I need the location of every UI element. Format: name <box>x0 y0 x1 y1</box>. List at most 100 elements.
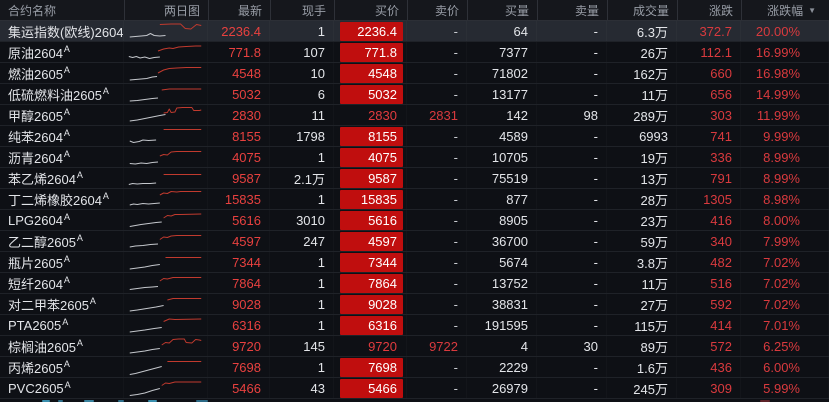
change-percent: 5.99% <box>741 378 829 398</box>
table-row[interactable]: 低硫燃料油2605 A 5032 6 5032 - 13177 - 11万 656… <box>0 84 829 105</box>
sparkline-day1-line <box>129 304 164 311</box>
sparkline-day2-line <box>159 150 202 156</box>
sparkline-day1-line <box>129 347 160 353</box>
sparkline-day1-line <box>129 326 162 332</box>
change-percent: 7.02% <box>741 273 829 293</box>
contract-name: 丙烯2605 A <box>0 357 124 377</box>
table-row[interactable]: 乙二醇2605 A 4597 247 4597 - 36700 - 59万 340… <box>0 231 829 252</box>
table-row[interactable]: PVC2605 A 5466 43 5466 - 26979 - 245万 309… <box>0 378 829 399</box>
current-hands: 2.1万 <box>270 168 334 188</box>
latest-price: 4597 <box>208 231 270 251</box>
change-percent: 11.99% <box>741 105 829 125</box>
current-hands: 247 <box>270 231 334 251</box>
ask-price: 9722 <box>407 336 467 356</box>
table-row[interactable]: 棕榈油2605 A 9720 145 9720 9722 4 30 89万 572… <box>0 336 829 357</box>
ask-volume: - <box>537 252 607 272</box>
bid-price-value: 5466 <box>340 378 403 398</box>
col-header-latest[interactable]: 最新 <box>208 0 270 20</box>
two-day-sparkline <box>124 231 208 251</box>
two-day-sparkline <box>124 252 208 272</box>
bid-price: 2236.4 <box>334 21 407 41</box>
price-change: 414 <box>677 315 741 335</box>
table-row[interactable]: 瓶片2605 A 7344 1 7344 - 5674 - 3.8万 482 7.… <box>0 252 829 273</box>
contract-name: 燃油2605 A <box>0 63 124 83</box>
sparkline-day1-line <box>129 387 160 396</box>
col-header-ask-price[interactable]: 卖价 <box>407 0 467 20</box>
table-row[interactable]: 对二甲苯2605 A 9028 1 9028 - 38831 - 27万 592 … <box>0 294 829 315</box>
contract-name: 短纤2604 A <box>0 273 124 293</box>
ask-volume: - <box>537 84 607 104</box>
contract-name-label: 对二甲苯2605 <box>8 297 89 313</box>
bid-volume: 877 <box>467 189 537 209</box>
current-hands: 3010 <box>270 210 334 230</box>
two-day-sparkline <box>124 357 208 377</box>
contract-name-label: 丁二烯橡胶2604 <box>8 192 102 208</box>
bid-volume: 75519 <box>467 168 537 188</box>
turnover-volume: 115万 <box>607 315 677 335</box>
contract-superscript: A <box>64 379 71 390</box>
col-header-change[interactable]: 涨跌 <box>677 0 741 20</box>
table-row[interactable]: LPG2604 A 5616 3010 5616 - 8905 - 23万 416… <box>0 210 829 231</box>
contract-superscript: A <box>76 232 83 243</box>
bid-price: 771.8 <box>334 42 407 62</box>
bid-price-value: 5032 <box>340 84 403 104</box>
col-header-current-hands[interactable]: 现手 <box>270 0 334 20</box>
bid-price: 9720 <box>334 336 407 356</box>
current-hands: 11 <box>270 105 334 125</box>
table-row[interactable]: PTA2605 A 6316 1 6316 - 191595 - 115万 414… <box>0 315 829 336</box>
contract-name-label: 苯乙烯2604 <box>8 171 76 187</box>
table-row[interactable]: 丙烯2605 A 7698 1 7698 - 2229 - 1.6万 436 6.… <box>0 357 829 378</box>
bid-volume: 26979 <box>467 378 537 398</box>
contract-name: 原油2604 A <box>0 42 124 62</box>
bid-price-value: 8155 <box>340 126 403 146</box>
table-row[interactable]: 纯苯2604 A 8155 1798 8155 - 4589 - 6993 741… <box>0 126 829 147</box>
contract-name: 纯苯2604 A <box>0 126 124 146</box>
two-day-sparkline <box>124 378 208 398</box>
bid-price-value: 4597 <box>340 231 403 251</box>
table-row[interactable]: 甲醇2605 A 2830 11 2830 2831 142 98 289万 30… <box>0 105 829 126</box>
turnover-volume: 11万 <box>607 273 677 293</box>
latest-price: 771.8 <box>208 42 270 62</box>
table-row[interactable]: 沥青2604 A 4075 1 4075 - 10705 - 19万 336 8.… <box>0 147 829 168</box>
latest-price: 6316 <box>208 315 270 335</box>
contract-name: 棕榈油2605 A <box>0 336 124 356</box>
price-change: 309 <box>677 378 741 398</box>
contract-superscript: A <box>76 337 83 348</box>
current-hands: 1 <box>270 273 334 293</box>
table-row[interactable]: 短纤2604 A 7864 1 7864 - 13752 - 11万 516 7.… <box>0 273 829 294</box>
ask-volume: - <box>537 210 607 230</box>
ask-volume: - <box>537 273 607 293</box>
contract-superscript: A <box>102 190 109 201</box>
contract-superscript: A <box>63 106 70 117</box>
bid-volume: 38831 <box>467 294 537 314</box>
col-header-change-percent[interactable]: 涨跌幅 ▼ <box>741 0 829 20</box>
bid-price: 4597 <box>334 231 407 251</box>
ask-price: - <box>407 168 467 188</box>
col-header-bid-price[interactable]: 买价 <box>334 0 407 20</box>
latest-price: 9587 <box>208 168 270 188</box>
turnover-volume: 89万 <box>607 336 677 356</box>
contract-name-label: 纯苯2604 <box>8 129 63 145</box>
table-row[interactable]: 燃油2605 A 4548 10 4548 - 71802 - 162万 660 … <box>0 63 829 84</box>
ask-volume: - <box>537 231 607 251</box>
table-header: 合约名称 两日图 最新 现手 买价 卖价 买量 卖量 成交量 涨跌 涨跌幅 ▼ <box>0 0 829 21</box>
turnover-volume: 28万 <box>607 189 677 209</box>
price-change: 592 <box>677 294 741 314</box>
contract-superscript: A <box>89 295 96 306</box>
col-header-volume[interactable]: 成交量 <box>607 0 677 20</box>
table-row[interactable]: 原油2604 A 771.8 107 771.8 - 7377 - 26万 112… <box>0 42 829 63</box>
ask-volume: - <box>537 315 607 335</box>
sort-descending-icon[interactable]: ▼ <box>808 5 816 15</box>
latest-price: 5466 <box>208 378 270 398</box>
table-row[interactable]: 苯乙烯2604 A 9587 2.1万 9587 - 75519 - 13万 79… <box>0 168 829 189</box>
bid-price: 4075 <box>334 147 407 167</box>
contract-name: 瓶片2605 A <box>0 252 124 272</box>
ask-price: - <box>407 21 467 41</box>
latest-price: 4075 <box>208 147 270 167</box>
col-header-contract-name[interactable]: 合约名称 <box>8 3 57 18</box>
table-row[interactable]: 丁二烯橡胶2604 A 15835 1 15835 - 877 - 28万 130… <box>0 189 829 210</box>
col-header-two-day-chart[interactable]: 两日图 <box>124 0 208 20</box>
col-header-bid-volume[interactable]: 买量 <box>467 0 537 20</box>
col-header-ask-volume[interactable]: 卖量 <box>537 0 607 20</box>
